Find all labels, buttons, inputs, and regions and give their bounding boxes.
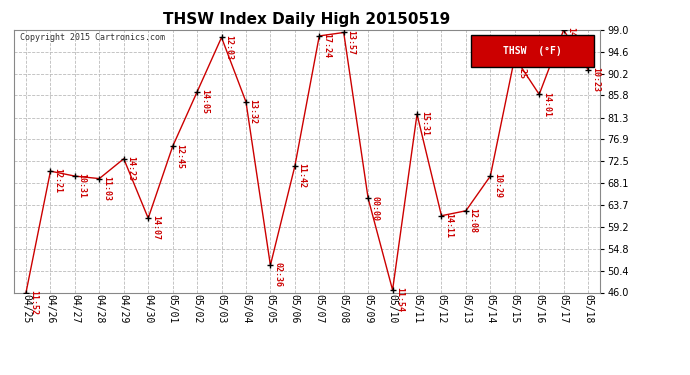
Text: Copyright 2015 Cartronics.com: Copyright 2015 Cartronics.com — [19, 33, 165, 42]
Text: 13:57: 13:57 — [346, 30, 355, 55]
Text: 10:25: 10:25 — [518, 54, 526, 80]
Text: 14:07: 14:07 — [151, 215, 160, 240]
Text: 12:45: 12:45 — [175, 144, 184, 169]
Text: 14:05: 14:05 — [200, 89, 209, 114]
Text: 11:03: 11:03 — [102, 176, 111, 201]
Text: 00:00: 00:00 — [371, 196, 380, 220]
Text: 13:32: 13:32 — [248, 99, 258, 124]
Text: 11:52: 11:52 — [29, 290, 38, 315]
Text: 12:21: 12:21 — [53, 168, 62, 194]
Text: 10:31: 10:31 — [78, 173, 87, 198]
Text: 14:06: 14:06 — [566, 27, 575, 52]
Text: 12:08: 12:08 — [469, 208, 477, 233]
Title: THSW Index Daily High 20150519: THSW Index Daily High 20150519 — [164, 12, 451, 27]
FancyBboxPatch shape — [471, 35, 594, 67]
Text: 14:01: 14:01 — [542, 92, 551, 117]
Text: 11:42: 11:42 — [297, 164, 306, 188]
Text: 15:31: 15:31 — [420, 111, 428, 136]
Text: 14:23: 14:23 — [126, 156, 135, 181]
Text: 10:29: 10:29 — [493, 173, 502, 198]
Text: 14:11: 14:11 — [444, 213, 453, 238]
Text: 02:36: 02:36 — [273, 262, 282, 288]
Text: 11:54: 11:54 — [395, 287, 404, 312]
Text: 17:24: 17:24 — [322, 33, 331, 58]
Text: 10:23: 10:23 — [591, 67, 600, 92]
Text: THSW  (°F): THSW (°F) — [504, 46, 562, 56]
Text: 12:03: 12:03 — [224, 34, 233, 60]
